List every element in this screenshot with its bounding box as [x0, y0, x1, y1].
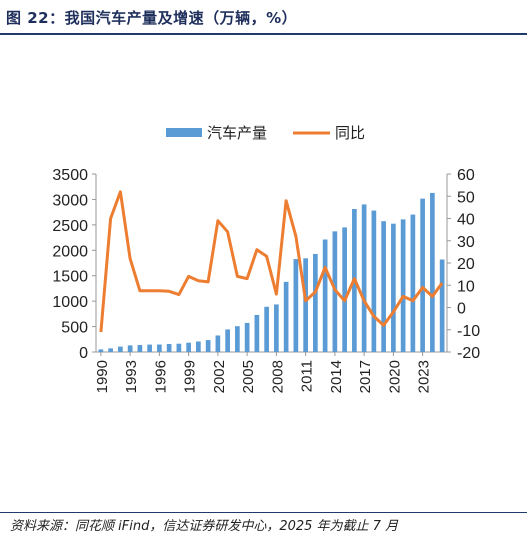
- bar-production-2024: [430, 192, 435, 352]
- chart: 汽车产量 同比 0500100015002000250030003500-20-…: [52, 125, 480, 393]
- bar-production-2019: [381, 221, 386, 352]
- bar-production-2001: [205, 340, 211, 352]
- bar-production-2008: [274, 304, 279, 352]
- y-right-tick-label: -10: [457, 323, 480, 340]
- bar-production-1991: [108, 348, 113, 352]
- bar-production-1995: [147, 344, 152, 352]
- bar-production-1998: [176, 343, 182, 352]
- x-tick-label: 2011: [299, 360, 316, 392]
- y-right-tick-label: 10: [457, 278, 475, 295]
- bar-production-2018: [371, 210, 377, 352]
- x-tick-label: 1996: [152, 360, 169, 393]
- y-right-tick-label: 60: [457, 167, 475, 184]
- x-tick-label: 2008: [269, 360, 286, 393]
- bar-production-2013: [322, 239, 328, 352]
- legend-swatch-production: [166, 128, 202, 137]
- x-tick-label: 1993: [123, 360, 140, 393]
- y-left-tick-label: 1000: [52, 294, 88, 311]
- bar-production-1993: [127, 345, 133, 352]
- bar-production-1997: [166, 343, 172, 352]
- y-right-tick-label: 40: [457, 212, 475, 229]
- bar-production-2025: [439, 259, 445, 352]
- figure-title: 图 22：我国汽车产量及增速（万辆，%）: [6, 9, 298, 27]
- footer-divider: [0, 512, 527, 513]
- title-divider: [0, 33, 527, 35]
- x-tick-label: 2002: [211, 360, 228, 393]
- bar-production-2021: [400, 219, 406, 352]
- bar-production-1999: [186, 342, 191, 352]
- bar-production-2017: [361, 204, 367, 352]
- bar-production-2010: [293, 259, 299, 352]
- x-tick-label: 2023: [416, 360, 433, 393]
- bar-production-2007: [264, 306, 269, 352]
- line-yoy-series: [99, 190, 444, 333]
- y-right-tick-label: 50: [457, 189, 475, 206]
- legend-label-yoy: 同比: [335, 125, 365, 142]
- source-note: 资料来源：同花顺 iFind，信达证券研发中心，2025 年为截止 7 月: [10, 519, 399, 534]
- y-left-tick-label: 0: [79, 345, 88, 362]
- y-left-tick-label: 3000: [52, 192, 88, 209]
- bar-production-2005: [244, 322, 250, 352]
- x-tick-label: 2005: [240, 360, 257, 393]
- x-tick-label: 2017: [357, 360, 374, 393]
- bar-production-2011: [303, 258, 308, 352]
- x-tick-label: 2020: [386, 360, 403, 393]
- bar-production-2015: [342, 227, 347, 352]
- bar-production-2002: [215, 335, 221, 352]
- y-left-tick-label: 2000: [52, 243, 88, 260]
- legend-label-production: 汽车产量: [207, 125, 267, 142]
- y-right-tick-label: 30: [457, 234, 475, 251]
- bar-production-2020: [391, 223, 396, 352]
- y-left-tick-label: 2500: [52, 218, 88, 235]
- x-tick-label: 1999: [182, 360, 199, 393]
- bar-production-2004: [235, 326, 240, 352]
- x-tick-label: 2014: [328, 360, 345, 393]
- bar-production-2023: [420, 198, 425, 352]
- y-left-tick-label: 3500: [52, 167, 88, 184]
- bar-production-2022: [410, 214, 416, 352]
- bar-production-2009: [283, 281, 289, 352]
- bar-production-2006: [254, 314, 260, 352]
- bar-production-2012: [313, 253, 318, 352]
- x-tick-label: 1990: [94, 360, 111, 393]
- y-left-tick-label: 500: [61, 320, 88, 337]
- bar-production-2003: [225, 329, 230, 352]
- y-right-tick-label: -20: [457, 345, 480, 362]
- bar-production-1996: [157, 344, 162, 352]
- bar-production-1992: [118, 346, 123, 352]
- y-right-tick-label: 0: [457, 301, 466, 318]
- y-left-tick-label: 1500: [52, 269, 88, 286]
- bar-production-2000: [196, 341, 201, 352]
- bar-production-1990: [98, 349, 104, 352]
- bar-production-1994: [137, 345, 143, 352]
- y-right-tick-label: 20: [457, 256, 475, 273]
